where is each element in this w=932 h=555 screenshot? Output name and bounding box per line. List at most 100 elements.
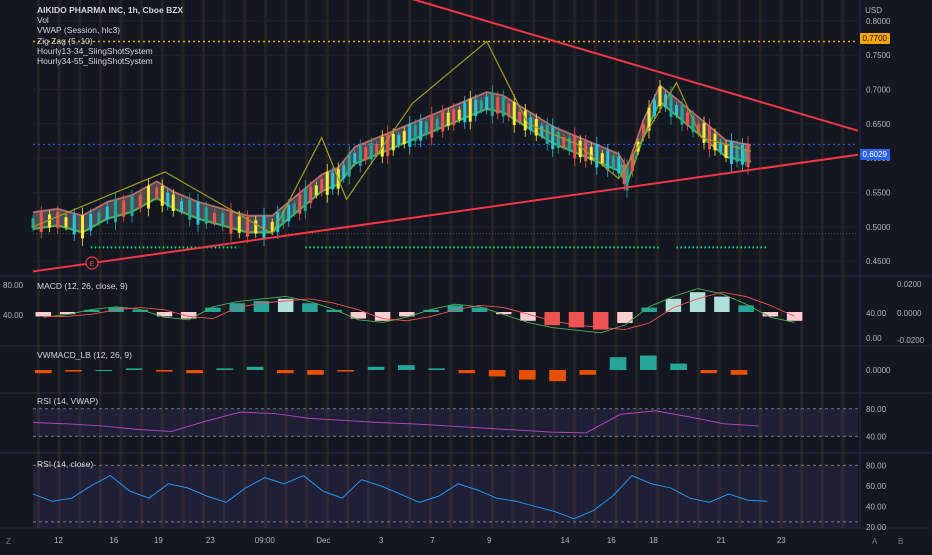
candle-body: [105, 206, 109, 220]
candle-body: [457, 109, 461, 120]
candle-body: [631, 154, 634, 171]
macd-far-tick: -0.0200: [897, 336, 925, 345]
macd-bar: [471, 307, 488, 312]
x-tick-label: 21: [717, 536, 726, 545]
candle-body: [435, 118, 439, 129]
x-tick-label: 16: [607, 536, 616, 545]
candle-body: [89, 213, 93, 231]
vwmacd-bar: [95, 370, 113, 371]
candle-body: [490, 92, 494, 116]
main-tick-label: 0.6500: [866, 120, 891, 129]
candle-body: [97, 212, 101, 223]
candle-body: [647, 107, 651, 131]
candle-body: [686, 112, 689, 126]
vwmacd-bar: [156, 370, 173, 372]
candle-body: [262, 215, 266, 239]
legend: AIKIDO PHARMA INC, 1h, Cboe BZX Vol VWAP…: [37, 5, 183, 66]
candle-body: [446, 112, 450, 126]
candle-body: [81, 215, 84, 239]
candle-body: [48, 214, 51, 228]
vwmacd-label[interactable]: VWMACD_LB (12, 26, 9): [37, 350, 132, 360]
session-band: [779, 0, 783, 528]
legend-slingshot-1[interactable]: Hourly13-34_SlingShotSystem: [37, 45, 153, 56]
candle-body: [507, 103, 511, 117]
candle-body: [166, 192, 170, 206]
session-band: [532, 0, 535, 528]
candle-body: [246, 216, 249, 237]
x-tick-label: 16: [109, 536, 118, 545]
x-tick-label: 09:00: [255, 536, 276, 545]
candle-body: [254, 220, 258, 234]
rsi-vwap-band: [33, 408, 858, 437]
legend-zigzag[interactable]: Zig Zag (5, 10): [37, 35, 93, 46]
vwmacd-bar: [519, 370, 536, 380]
legend-vwap[interactable]: VWAP (Session, hlc3): [37, 25, 121, 36]
zoom-button[interactable]: Z: [6, 537, 11, 546]
candle-body: [540, 125, 544, 136]
session-band: [387, 0, 391, 528]
candle-body: [391, 133, 395, 151]
rsi-vwap-label[interactable]: RSI (14, VWAP): [37, 396, 99, 406]
session-band: [57, 0, 61, 528]
macd-right-tick: 40.00: [866, 309, 887, 318]
vwmacd-bar: [246, 366, 264, 370]
auto-scale-button[interactable]: A: [872, 537, 878, 546]
upper-trendline: [411, 0, 859, 132]
candle-body: [56, 211, 60, 229]
macd-bar: [59, 312, 76, 315]
macd-bar: [520, 312, 536, 321]
candle-body: [724, 144, 728, 158]
vwmacd-bar: [277, 370, 294, 374]
candle-body: [567, 137, 571, 152]
macd-bar: [84, 309, 100, 312]
macd-bar: [544, 312, 560, 326]
macd-bar: [423, 309, 439, 312]
candle-body: [512, 102, 516, 126]
session-band: [676, 0, 680, 528]
session-band: [160, 0, 164, 528]
candle-body: [419, 120, 423, 141]
macd-label[interactable]: MACD (12, 26, close, 9): [37, 281, 128, 291]
resistance-price-tag: 0.7700: [859, 33, 890, 44]
session-band: [325, 0, 329, 528]
session-band: [573, 0, 577, 528]
session-band: [37, 0, 40, 528]
session-band: [305, 0, 309, 528]
x-tick-label: 23: [777, 536, 786, 545]
candle-body: [180, 201, 183, 212]
x-tick-label: 3: [379, 536, 384, 545]
vwmacd-bar: [367, 366, 385, 370]
candle-body: [31, 218, 35, 229]
macd-bar: [641, 307, 657, 312]
log-scale-button[interactable]: B: [898, 537, 904, 546]
candle-body: [309, 186, 313, 204]
session-band: [284, 0, 288, 528]
session-band: [614, 0, 618, 528]
candle-body: [160, 186, 164, 206]
candle-body: [402, 130, 406, 145]
candle-body: [669, 93, 673, 118]
main-tick-label: 0.5500: [866, 188, 891, 197]
x-tick-label: Dec: [316, 536, 330, 545]
macd-line: [43, 288, 795, 334]
session-band: [635, 0, 639, 528]
x-tick-label: 7: [430, 536, 435, 545]
candle-body: [298, 194, 302, 214]
x-tick-label: 19: [154, 536, 163, 545]
candle-body: [578, 140, 582, 158]
x-tick-label: 12: [54, 536, 63, 545]
candle-body: [221, 213, 225, 227]
rsi-close-label[interactable]: RSI (14, close): [37, 459, 94, 469]
candle-body: [496, 97, 500, 114]
legend-vol[interactable]: Vol: [37, 15, 49, 26]
macd-right-tick: 0.00: [866, 334, 882, 343]
main-tick-label: 0.4500: [866, 257, 891, 266]
candle-body: [430, 114, 434, 138]
vwmacd-bar: [579, 370, 597, 375]
candle-body: [353, 153, 357, 164]
vwmacd-bar: [65, 370, 82, 372]
legend-slingshot-2[interactable]: Hourly34-55_SlingShotSystem: [37, 56, 153, 67]
macd-far-tick: 0.0000: [897, 309, 922, 318]
session-band: [490, 0, 494, 528]
macd-bar: [689, 292, 706, 312]
